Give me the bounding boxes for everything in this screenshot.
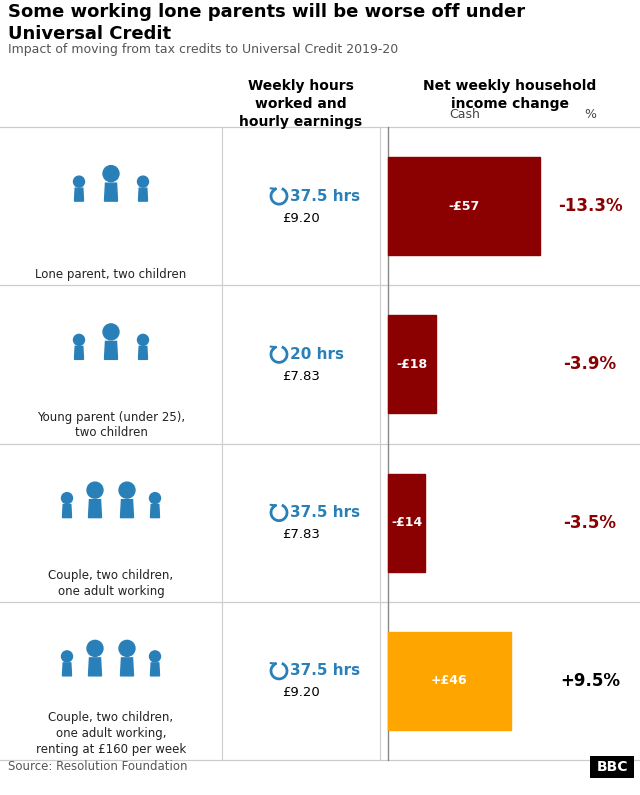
Polygon shape (88, 499, 102, 518)
Text: 37.5 hrs: 37.5 hrs (290, 663, 360, 678)
Polygon shape (120, 658, 134, 676)
Text: Source: Resolution Foundation: Source: Resolution Foundation (8, 761, 188, 774)
Text: Lone parent, two children: Lone parent, two children (35, 268, 187, 281)
Text: Couple, two children,
one adult working: Couple, two children, one adult working (49, 568, 173, 598)
Polygon shape (104, 183, 118, 201)
Polygon shape (150, 663, 159, 676)
Circle shape (138, 335, 148, 345)
Circle shape (150, 493, 161, 503)
Text: -3.5%: -3.5% (563, 514, 616, 532)
Text: Young parent (under 25),
two children: Young parent (under 25), two children (37, 410, 185, 440)
Text: 37.5 hrs: 37.5 hrs (290, 505, 360, 520)
Text: 20 hrs: 20 hrs (290, 347, 344, 362)
Circle shape (138, 176, 148, 187)
Bar (590, 756, 634, 778)
Polygon shape (120, 499, 134, 518)
Text: £9.20: £9.20 (282, 686, 320, 700)
Polygon shape (88, 658, 102, 676)
Bar (388, 316, 436, 413)
Polygon shape (63, 663, 72, 676)
Bar (388, 157, 540, 255)
Bar (388, 474, 426, 572)
Text: £9.20: £9.20 (282, 211, 320, 225)
Text: +£46: +£46 (431, 674, 468, 688)
Circle shape (119, 482, 135, 498)
Polygon shape (63, 505, 72, 518)
Circle shape (150, 651, 161, 662)
Text: Weekly hours
worked and
hourly earnings: Weekly hours worked and hourly earnings (239, 79, 363, 129)
Text: +9.5%: +9.5% (560, 672, 620, 690)
Polygon shape (104, 341, 118, 359)
Text: Net weekly household
income change: Net weekly household income change (424, 79, 596, 111)
Text: Some working lone parents will be worse off under
Universal Credit: Some working lone parents will be worse … (8, 3, 525, 43)
Text: £7.83: £7.83 (282, 528, 320, 541)
Circle shape (74, 335, 84, 345)
Text: -13.3%: -13.3% (557, 197, 622, 215)
Circle shape (74, 176, 84, 187)
Polygon shape (150, 505, 159, 518)
Text: %: % (584, 108, 596, 121)
Text: -£18: -£18 (396, 358, 428, 371)
Circle shape (87, 482, 103, 498)
Polygon shape (74, 347, 83, 359)
Text: Impact of moving from tax credits to Universal Credit 2019-20: Impact of moving from tax credits to Uni… (8, 43, 398, 56)
Text: £7.83: £7.83 (282, 370, 320, 383)
Polygon shape (74, 188, 83, 201)
Text: 37.5 hrs: 37.5 hrs (290, 188, 360, 204)
Polygon shape (138, 347, 147, 359)
Text: -3.9%: -3.9% (563, 355, 616, 374)
Circle shape (103, 165, 119, 181)
Circle shape (61, 493, 72, 503)
Text: Cash: Cash (449, 108, 481, 121)
Bar (388, 632, 511, 730)
Text: BBC: BBC (596, 760, 628, 774)
Polygon shape (138, 188, 147, 201)
Text: -£14: -£14 (391, 516, 422, 529)
Circle shape (103, 324, 119, 340)
Circle shape (61, 651, 72, 662)
Circle shape (87, 641, 103, 657)
Circle shape (119, 641, 135, 657)
Text: -£57: -£57 (449, 200, 479, 212)
Text: Couple, two children,
one adult working,
renting at £160 per week: Couple, two children, one adult working,… (36, 711, 186, 756)
